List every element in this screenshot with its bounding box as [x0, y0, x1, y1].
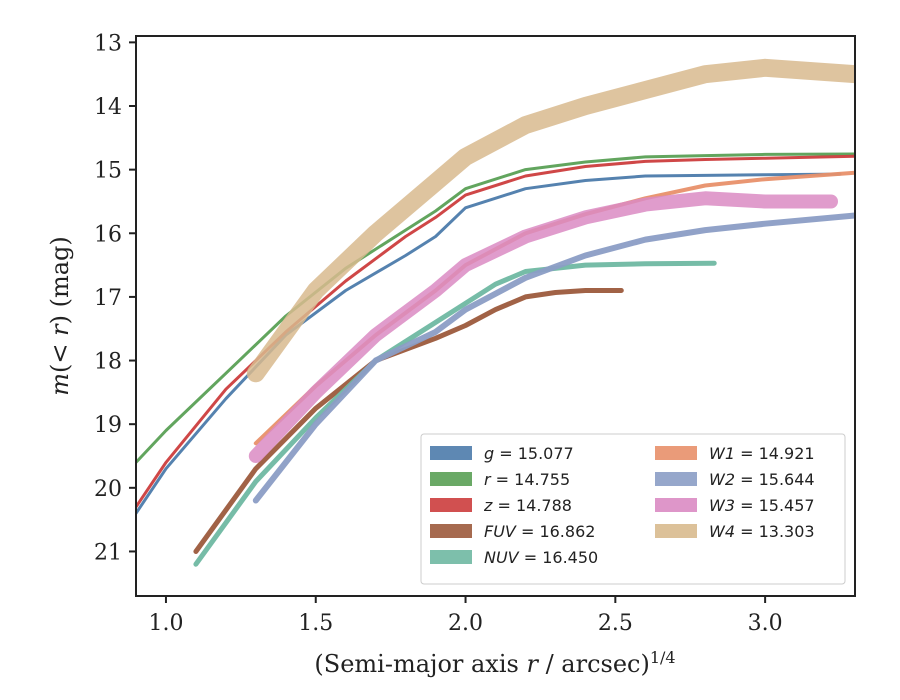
legend-label-1: g = 15.077	[484, 444, 574, 463]
legend-label-4: FUV = 16.862	[484, 522, 595, 541]
legend-swatch-2	[430, 472, 472, 486]
series-line-8	[248, 191, 838, 463]
series-line-3	[136, 154, 855, 509]
legend-label-2: r = 14.755	[484, 470, 570, 489]
y-tick-label: 18	[94, 350, 122, 375]
x-tick-label: 2.5	[598, 611, 633, 636]
y-tick-label: 17	[94, 286, 122, 311]
y-tick-label: 16	[94, 222, 122, 247]
legend-swatch-3	[430, 498, 472, 512]
series-line-2	[136, 152, 855, 464]
legend-label-7: W2 = 15.644	[709, 470, 815, 489]
legend-label-6: W1 = 14.921	[709, 444, 815, 463]
series-line-4	[193, 288, 624, 554]
series-line-9	[246, 58, 855, 383]
y-tick-label: 13	[94, 31, 122, 56]
x-tick-label: 1.0	[148, 611, 183, 636]
series-line-6	[253, 170, 855, 446]
y-tick-label: 21	[94, 540, 122, 565]
y-tick-label: 14	[94, 95, 122, 120]
legend-label-9: W4 = 13.303	[709, 522, 815, 541]
legend-label-3: z = 14.788	[483, 496, 572, 515]
legend-swatch-8	[655, 498, 697, 512]
legend-swatch-6	[655, 446, 697, 460]
series-line-5	[193, 260, 717, 567]
series-line-1	[136, 172, 842, 515]
legend-swatch-4	[430, 524, 472, 538]
series-line-7	[252, 212, 855, 504]
y-tick-label: 15	[94, 159, 122, 184]
legend-swatch-9	[655, 524, 697, 538]
legend-label-5: NUV = 16.450	[484, 548, 598, 567]
x-ticks: 1.0 1.5 2.0 2.5 3.0	[148, 596, 783, 636]
y-axis-title: m(< r) (mag)	[46, 236, 74, 396]
x-tick-label: 3.0	[748, 611, 783, 636]
legend-box	[420, 433, 846, 585]
legend: g = 15.077 r = 14.755 z = 14.788 FUV = 16.8…	[420, 433, 846, 585]
x-tick-label: 2.0	[448, 611, 483, 636]
legend-swatch-5	[430, 550, 472, 564]
legend-swatch-1	[430, 446, 472, 460]
y-tick-label: 19	[94, 413, 122, 438]
y-tick-label: 20	[94, 477, 122, 502]
plot-area: 1.0 1.5 2.0 2.5 3.0 13 14 15 16 17 18 19 20 21	[94, 31, 856, 636]
y-ticks: 13 14 15 16 17 18 19 20 21	[94, 31, 136, 565]
axes-frame	[135, 35, 856, 597]
x-axis-title: (Semi-major axis r / arcsec)1/4	[314, 648, 675, 679]
legend-swatch-7	[655, 472, 697, 486]
legend-label-8: W3 = 15.457	[709, 496, 815, 515]
x-tick-label: 1.5	[298, 611, 333, 636]
series-layer	[136, 58, 855, 567]
